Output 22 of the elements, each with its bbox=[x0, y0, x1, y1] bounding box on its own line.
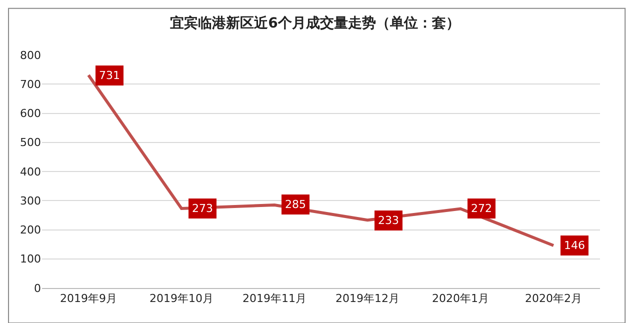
y-tick-label: 300 bbox=[20, 194, 41, 208]
y-tick-label: 700 bbox=[20, 78, 41, 91]
x-tick-label: 2020年1月 bbox=[432, 292, 489, 306]
x-tick-label: 2020年2月 bbox=[525, 292, 582, 306]
data-label: 273 bbox=[192, 202, 213, 215]
data-label: 731 bbox=[99, 69, 120, 82]
y-tick-label: 400 bbox=[20, 165, 41, 178]
y-tick-label: 0 bbox=[34, 282, 41, 295]
y-tick-label: 600 bbox=[20, 107, 41, 120]
y-tick-label: 100 bbox=[20, 252, 41, 266]
chart-title: 宜宾临港新区近6个月成交量走势（单位：套） bbox=[170, 14, 460, 32]
y-tick-label: 200 bbox=[20, 224, 41, 237]
x-tick-label: 2019年12月 bbox=[336, 292, 400, 306]
x-tick-label: 2019年10月 bbox=[150, 292, 214, 306]
x-tick-label: 2019年9月 bbox=[60, 292, 117, 306]
y-tick-label: 500 bbox=[20, 136, 41, 150]
x-tick-label: 2019年11月 bbox=[242, 292, 306, 306]
y-tick-label: 800 bbox=[20, 48, 41, 62]
data-label: 146 bbox=[564, 239, 585, 252]
data-label: 285 bbox=[285, 198, 306, 211]
data-label: 272 bbox=[471, 202, 492, 215]
data-label: 233 bbox=[378, 214, 399, 227]
